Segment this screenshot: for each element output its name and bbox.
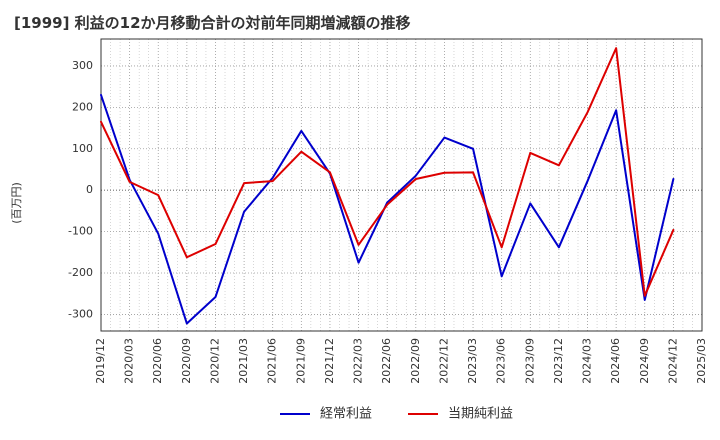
x-tick-label: 2020/03: [123, 338, 136, 384]
plot-border: [100, 38, 703, 332]
x-tick-label: 2024/09: [638, 338, 651, 384]
legend-label-1: 経常利益: [320, 407, 372, 422]
x-tick-label: 2020/09: [180, 338, 193, 384]
y-tick-label: 100: [72, 142, 93, 155]
y-tick-label: 300: [72, 59, 93, 72]
x-tick-label: 2020/12: [208, 338, 221, 384]
y-tick-label: -200: [68, 266, 93, 279]
x-tick-label: 2023/03: [466, 338, 479, 384]
x-tick-label: 2022/06: [380, 338, 393, 384]
x-tick-label: 2022/09: [409, 338, 422, 384]
x-tick-label: 2024/06: [609, 338, 622, 384]
chart-title: [1999] 利益の12か月移動合計の対前年同期増減額の推移: [14, 14, 411, 32]
x-tick-labels: 2019/12 2020/03 2020/06 2020/09 2020/12 2021/…: [94, 338, 708, 384]
x-tick-label: 2023/12: [552, 338, 565, 384]
series-lines: [100, 47, 675, 325]
plot-frame: [100, 38, 703, 332]
x-tick-label: 2020/06: [151, 338, 164, 384]
x-tick-label: 2023/06: [495, 338, 508, 384]
y-tick-label: -300: [68, 307, 93, 320]
y-tick-label: 200: [72, 100, 93, 113]
legend: 経常利益 当期純利益: [280, 407, 513, 422]
y-tick-label: 0: [86, 183, 93, 196]
x-tick-label: 2023/09: [523, 338, 536, 384]
x-tick-label: 2024/12: [666, 338, 679, 384]
grid-lines: [100, 39, 703, 331]
x-tick-label: 2022/12: [437, 338, 450, 384]
x-tick-label: 2021/12: [323, 338, 336, 384]
x-tick-label: 2019/12: [94, 338, 107, 384]
x-tick-label: 2024/03: [581, 338, 594, 384]
x-tick-label: 2021/09: [294, 338, 307, 384]
legend-label-2: 当期純利益: [448, 407, 513, 422]
y-tick-labels: -300 -200 -100 0 100 200 300: [68, 59, 93, 321]
series-line-1: [100, 93, 675, 325]
y-tick-label: -100: [68, 225, 93, 238]
x-tick-label: 2021/06: [266, 338, 279, 384]
y-axis-label: (百万円): [10, 182, 23, 224]
series-line-2: [100, 47, 675, 297]
x-tick-label: 2021/03: [237, 338, 250, 384]
x-tick-label: 2022/03: [352, 338, 365, 384]
x-tick-label: 2025/03: [695, 338, 708, 384]
